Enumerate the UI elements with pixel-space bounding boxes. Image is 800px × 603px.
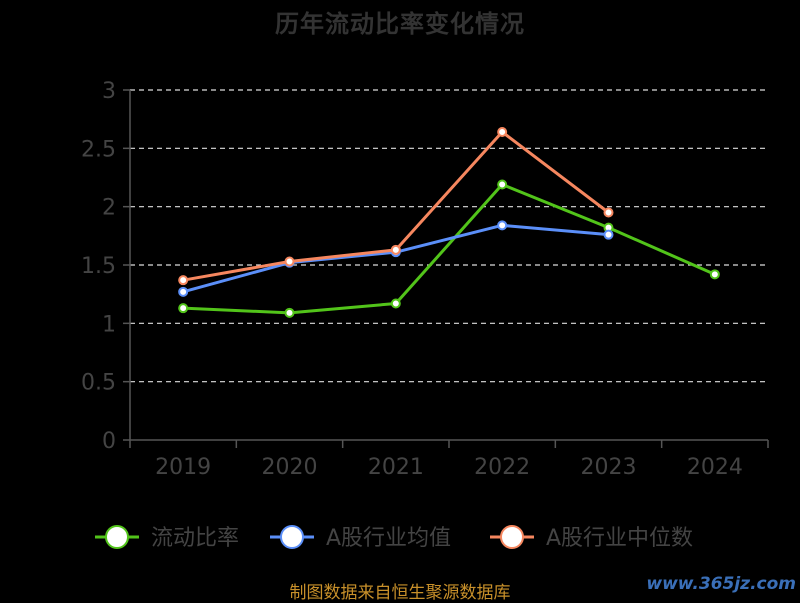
data-point xyxy=(178,275,189,286)
data-point xyxy=(284,256,295,267)
legend-label: A股行业均值 xyxy=(326,526,451,551)
data-point xyxy=(709,269,720,280)
legend-label: 流动比率 xyxy=(151,526,239,551)
data-point xyxy=(497,179,508,190)
legend-marker xyxy=(280,525,304,549)
data-point xyxy=(390,244,401,255)
y-tick-label: 3 xyxy=(102,79,116,104)
data-source-note: 制图数据来自恒生聚源数据库 xyxy=(289,583,511,603)
y-tick-label: 0.5 xyxy=(81,371,116,396)
y-tick-label: 2 xyxy=(102,196,116,221)
x-tick-label: 2021 xyxy=(368,455,424,480)
chart-title: 历年流动比率变化情况 xyxy=(275,10,525,38)
watermark: www.365jz.com xyxy=(646,574,796,594)
legend: 流动比率 A股行业均值 A股行业中位数 xyxy=(95,525,693,551)
y-tick-label: 1.5 xyxy=(81,254,116,279)
data-point xyxy=(497,220,508,231)
legend-item-0: 流动比率 xyxy=(95,525,239,551)
data-point xyxy=(390,298,401,309)
axes: 0 0.5 1 1.5 2 2.5 3 2019 2020 2021 2022 2023 2024 xyxy=(81,79,769,480)
x-tick-label: 2022 xyxy=(474,455,530,480)
x-tick-label: 2020 xyxy=(262,455,318,480)
legend-marker xyxy=(500,525,524,549)
series-line xyxy=(183,183,716,315)
data-point xyxy=(178,286,189,297)
y-tick-label: 2.5 xyxy=(81,137,116,162)
series-0 xyxy=(178,179,720,318)
data-point xyxy=(603,229,614,240)
y-tick-label: 0 xyxy=(102,429,116,454)
legend-item-1: A股行业均值 xyxy=(270,525,451,551)
data-point xyxy=(497,127,508,137)
grid-lines xyxy=(130,89,768,383)
legend-marker xyxy=(105,525,129,549)
data-point xyxy=(284,307,295,318)
data-point xyxy=(178,303,189,314)
legend-label: A股行业中位数 xyxy=(546,526,693,551)
x-tick-label: 2023 xyxy=(581,455,637,480)
series-line xyxy=(182,223,609,294)
x-tick-label: 2019 xyxy=(155,455,211,480)
series-lines xyxy=(178,127,720,318)
data-point xyxy=(603,207,614,218)
x-tick-label: 2024 xyxy=(687,455,743,480)
series-1 xyxy=(178,220,614,297)
series-2 xyxy=(178,127,614,286)
legend-item-2: A股行业中位数 xyxy=(490,525,693,551)
y-tick-label: 1 xyxy=(102,312,116,337)
